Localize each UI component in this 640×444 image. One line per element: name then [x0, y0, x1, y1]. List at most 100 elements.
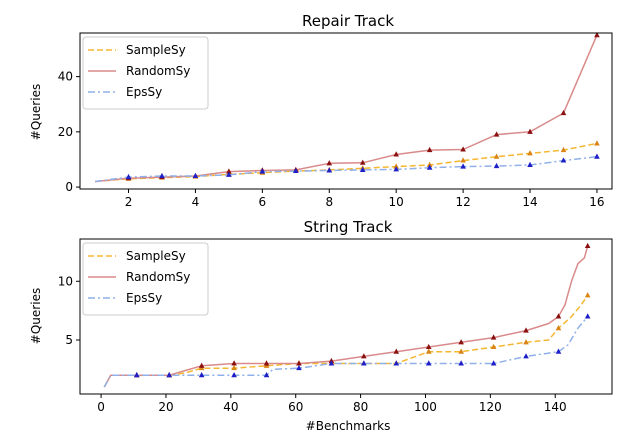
- x-tick-label: 8: [325, 195, 333, 209]
- data-point-epssy: [159, 172, 165, 179]
- data-point-epssy: [523, 353, 529, 359]
- data-point-samplesy: [393, 163, 399, 169]
- repair-track-panel: Repair Track #Queries 2 4 6 8 10 12 14 1602040 …: [29, 12, 613, 209]
- data-point-epssy: [527, 161, 533, 167]
- data-point-samplesy: [560, 146, 567, 153]
- data-point-epssy: [293, 167, 299, 174]
- series-line-epssy: [95, 155, 597, 183]
- x-tick-label: 12: [455, 195, 470, 209]
- data-point-epssy: [490, 360, 497, 366]
- data-point-epssy: [594, 153, 600, 159]
- x-tick-label: 6: [259, 195, 267, 209]
- legend: SampleSy RandomSy EpsSy: [82, 36, 209, 110]
- data-point-randomsy: [296, 360, 302, 366]
- x-axis-label: #Benchmarks: [306, 419, 391, 433]
- x-tick-label: 20: [158, 400, 173, 414]
- x-tick-label: 2: [125, 195, 133, 209]
- y-tick-label: 5: [65, 333, 73, 347]
- data-point-randomsy: [555, 313, 562, 319]
- x-tick-label: 16: [589, 195, 604, 209]
- data-point-epssy: [125, 173, 132, 180]
- data-point-randomsy: [226, 168, 232, 174]
- data-point-randomsy: [584, 242, 591, 249]
- x-tick-label: 10: [389, 195, 404, 209]
- data-point-randomsy: [426, 146, 433, 153]
- series-line-randomsy: [95, 34, 598, 183]
- data-point-samplesy: [231, 364, 237, 371]
- data-point-randomsy: [493, 131, 500, 137]
- data-point-epssy: [361, 360, 367, 366]
- axis-ticks: 2 4 6 8 10 12 14 16 0 20 40: [58, 70, 605, 209]
- axis-ticks: 0 20 40 60 80 100 120 140 5 10: [58, 274, 567, 414]
- x-tick-label: 4: [192, 195, 200, 209]
- data-point-epssy: [426, 164, 433, 170]
- legend-frame: [82, 242, 209, 316]
- x-tick-label: 140: [544, 400, 567, 414]
- legend-label-epssy: EpsSy: [126, 291, 162, 305]
- data-point-epssy: [393, 166, 399, 172]
- x-tick-label: 0: [97, 400, 105, 414]
- plot-area: [95, 32, 600, 183]
- chart-title: Repair Track: [302, 12, 394, 30]
- string-track-panel: String Track #Queries #Benchmarks 0 20 40 6…: [29, 218, 613, 433]
- axes-frame: [79, 32, 613, 190]
- legend-label-samplesy: SampleSy: [126, 43, 186, 57]
- data-point-samplesy: [460, 157, 466, 163]
- series-line-epssy: [103, 316, 589, 388]
- data-point-epssy: [231, 372, 237, 378]
- data-point-randomsy: [523, 327, 529, 333]
- legend-label-epssy: EpsSy: [126, 85, 162, 99]
- data-point-epssy: [133, 372, 140, 378]
- data-point-epssy: [259, 168, 266, 174]
- data-point-samplesy: [523, 339, 529, 345]
- data-point-epssy: [192, 172, 199, 179]
- data-point-samplesy: [426, 161, 433, 167]
- data-point-samplesy: [555, 325, 562, 331]
- data-point-samplesy: [584, 292, 591, 298]
- y-axis-label: #Queries: [29, 84, 43, 140]
- data-point-randomsy: [560, 109, 567, 116]
- data-point-randomsy: [393, 151, 399, 157]
- x-tick-label: 100: [414, 400, 437, 414]
- legend-label-samplesy: SampleSy: [126, 249, 186, 263]
- data-point-randomsy: [490, 334, 497, 340]
- data-point-randomsy: [361, 353, 367, 359]
- data-point-randomsy: [326, 160, 333, 166]
- data-point-epssy: [296, 364, 302, 371]
- y-axis-label: #Queries: [29, 288, 43, 344]
- data-point-epssy: [263, 372, 270, 378]
- data-point-randomsy: [425, 343, 432, 350]
- data-point-epssy: [584, 313, 591, 319]
- series-line-samplesy: [103, 294, 589, 388]
- data-point-epssy: [425, 360, 432, 366]
- chart-title: String Track: [304, 218, 393, 236]
- data-point-samplesy: [490, 343, 497, 350]
- axes-frame: [79, 238, 613, 395]
- y-tick-label: 40: [58, 70, 73, 84]
- data-point-epssy: [460, 163, 466, 169]
- y-tick-label: 0: [65, 180, 73, 194]
- data-point-samplesy: [458, 348, 464, 354]
- data-point-epssy: [198, 372, 205, 378]
- data-point-epssy: [555, 348, 562, 354]
- x-tick-label: 40: [223, 400, 238, 414]
- data-point-randomsy: [527, 128, 533, 134]
- x-tick-label: 60: [288, 400, 303, 414]
- x-tick-label: 80: [353, 400, 368, 414]
- y-tick-label: 10: [58, 274, 73, 288]
- data-point-randomsy: [458, 339, 464, 345]
- data-point-randomsy: [198, 362, 205, 368]
- data-point-epssy: [493, 162, 500, 169]
- data-point-epssy: [458, 360, 464, 366]
- data-point-randomsy: [594, 32, 600, 38]
- data-point-epssy: [393, 360, 400, 366]
- x-tick-label: 120: [479, 400, 502, 414]
- plot-area: [103, 242, 591, 388]
- data-point-samplesy: [527, 150, 533, 156]
- legend: SampleSy RandomSy EpsSy: [82, 242, 209, 316]
- data-point-samplesy: [425, 348, 432, 354]
- data-point-epssy: [359, 166, 366, 172]
- data-point-randomsy: [263, 360, 270, 366]
- data-point-epssy: [166, 372, 173, 378]
